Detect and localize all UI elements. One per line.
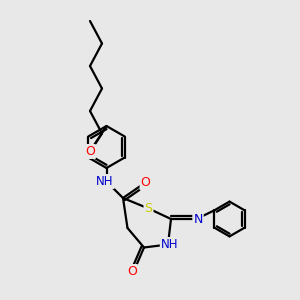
Text: O: O bbox=[127, 265, 137, 278]
Text: O: O bbox=[141, 176, 150, 190]
Text: S: S bbox=[145, 202, 152, 215]
Text: O: O bbox=[85, 145, 95, 158]
Text: NH: NH bbox=[96, 175, 114, 188]
Text: N: N bbox=[193, 212, 203, 226]
Text: NH: NH bbox=[161, 238, 178, 251]
